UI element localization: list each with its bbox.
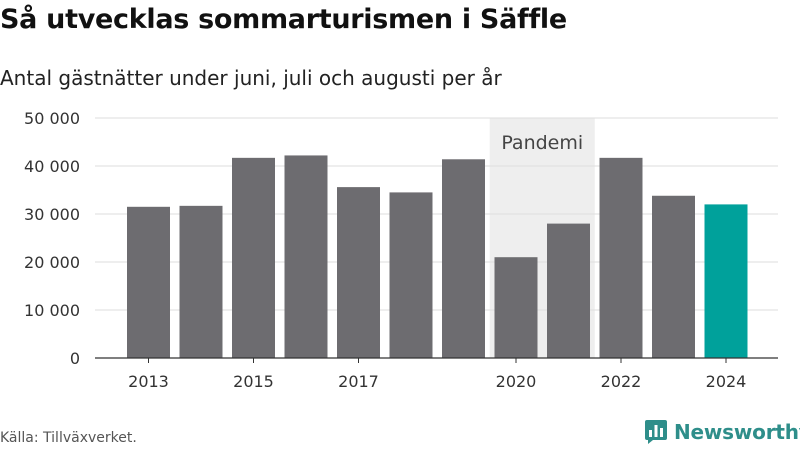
y-tick-label: 50 000 (24, 109, 80, 128)
bar-2023 (652, 195, 695, 358)
brand-name: Newsworthy (674, 420, 800, 444)
bar-2020 (494, 257, 538, 358)
x-tick-label: 2022 (601, 372, 642, 391)
bar-2015 (232, 157, 275, 358)
x-axis-tick-labels: 2013 2015 2017 2020 2022 2024 (128, 358, 746, 391)
y-tick-label: 0 (70, 349, 80, 368)
x-tick-label: 2024 (706, 372, 747, 391)
bar-2014 (179, 205, 223, 358)
x-tick-label: 2015 (233, 372, 274, 391)
bar-2024 (704, 204, 748, 358)
x-tick-label: 2013 (128, 372, 169, 391)
y-tick-label: 40 000 (24, 157, 80, 176)
bar-2021 (547, 223, 590, 358)
x-tick-label: 2017 (338, 372, 379, 391)
pandemic-label: Pandemi (501, 132, 583, 154)
y-tick-label: 20 000 (24, 253, 80, 272)
y-tick-label: 10 000 (24, 301, 80, 320)
source-note: Källa: Tillväxverket. (0, 430, 137, 446)
x-tick-label: 2020 (496, 372, 537, 391)
bar-2016 (284, 155, 328, 358)
bar-2019 (442, 159, 485, 358)
bar-2017 (337, 187, 380, 358)
bar-2013 (127, 206, 170, 358)
y-tick-label: 30 000 (24, 205, 80, 224)
bar-2022 (599, 157, 643, 358)
bar-2018 (389, 192, 433, 358)
newsworthy-logo: Newsworthy (644, 419, 800, 445)
bars (127, 155, 748, 358)
chart-subtitle: Antal gästnätter under juni, juli och au… (0, 66, 502, 90)
chat-bar-chart-icon (645, 420, 667, 444)
chart-title: Så utvecklas sommarturismen i Säffle (0, 4, 567, 35)
y-axis-tick-labels: 0 10 000 20 000 30 000 40 000 50 000 (24, 109, 80, 368)
